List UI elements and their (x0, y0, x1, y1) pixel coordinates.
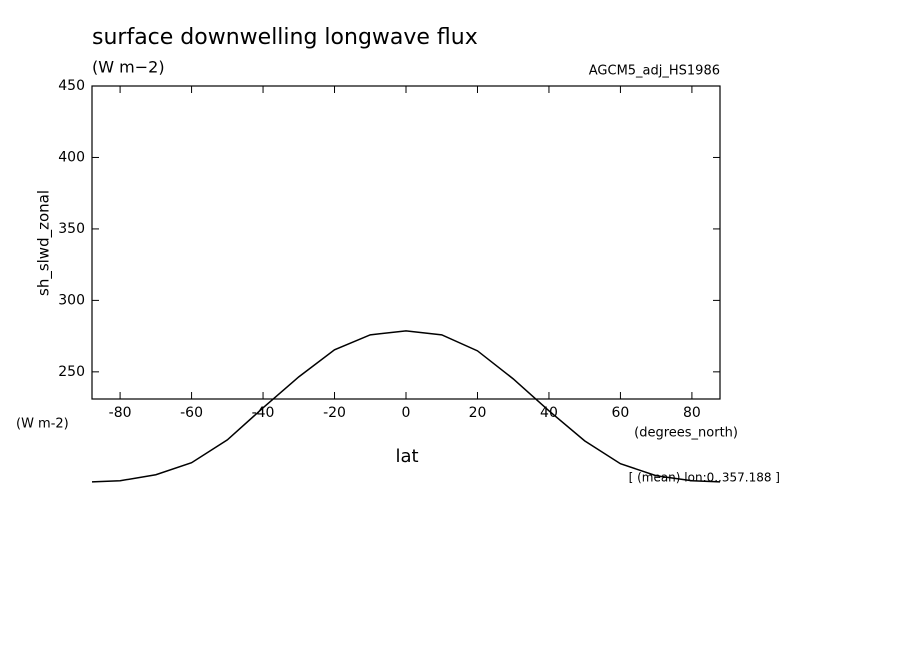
x-tick-label: -40 (252, 405, 275, 421)
y-axis-label: sh_slwd_zonal (35, 190, 54, 296)
y-tick-label: 250 (58, 364, 85, 380)
y-tick-label: 450 (58, 78, 85, 94)
x-tick-label: 0 (402, 405, 411, 421)
x-axis-label: lat (395, 446, 418, 467)
x-unit: (degrees_north) (634, 426, 738, 441)
source-label: AGCM5_adj_HS1986 (589, 64, 720, 79)
x-tick-label: 80 (683, 405, 701, 421)
annotation: [ (mean) lon:0..357.188 ] (629, 471, 780, 485)
x-tick-label: -60 (180, 405, 203, 421)
x-tick-label: 20 (469, 405, 487, 421)
data-line (91, 330, 721, 483)
x-tick-label: -80 (109, 405, 132, 421)
x-tick-label: -20 (323, 405, 346, 421)
plot-frame (91, 85, 721, 400)
y-tick-label: 350 (58, 221, 85, 237)
x-tick-label: 60 (612, 405, 630, 421)
chart-subtitle: (W m−2) (92, 58, 165, 77)
y-tick-label: 300 (58, 292, 85, 308)
x-tick-label: 40 (540, 405, 558, 421)
chart-title: surface downwelling longwave flux (92, 25, 478, 50)
y-unit: (W m-2) (16, 417, 69, 432)
y-tick-label: 400 (58, 149, 85, 165)
